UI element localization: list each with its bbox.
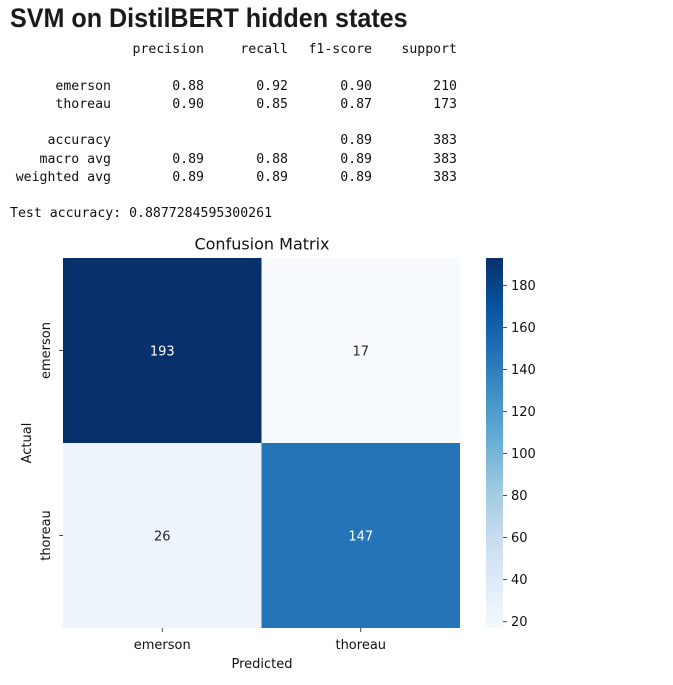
- report-cell-precision: 0.90: [172, 96, 204, 112]
- y-tick-label: thoreau: [39, 510, 54, 561]
- page-title: SVM on DistilBERT hidden states: [10, 3, 408, 33]
- report-cell-precision: 0.88: [172, 78, 204, 94]
- heatmap-cell: [261, 443, 460, 628]
- report-header-cell: recall: [240, 42, 288, 57]
- report-cell-f1-score: 0.89: [340, 170, 372, 186]
- x-tick-label: thoreau: [335, 638, 386, 653]
- report-header-cell: support: [401, 42, 457, 57]
- test-accuracy-text: Test accuracy: 0.8877284595300261: [10, 206, 273, 221]
- cell-value-label: 193: [150, 345, 175, 360]
- report-row-label: emerson: [55, 78, 111, 94]
- y-tick-label: emerson: [39, 322, 54, 379]
- colorbar-tick-label: 140: [511, 363, 536, 378]
- chart-title: Confusion Matrix: [194, 235, 329, 254]
- colorbar: [486, 258, 503, 628]
- report-cell-recall: 0.88: [256, 151, 288, 167]
- x-tick-label: emerson: [134, 638, 191, 653]
- colorbar-tick-label: 120: [511, 405, 536, 420]
- report-header-cell: f1-score: [308, 42, 372, 57]
- colorbar-tick-label: 60: [511, 531, 528, 546]
- x-axis-label: Predicted: [231, 657, 292, 672]
- report-cell-support: 383: [433, 151, 457, 167]
- report-row-label: weighted avg: [15, 170, 111, 186]
- heatmap-cell: [63, 443, 262, 628]
- colorbar-tick-label: 20: [511, 615, 528, 630]
- heatmap-cell: [261, 258, 460, 443]
- report-row-label: thoreau: [55, 96, 111, 112]
- report-cell-f1-score: 0.89: [340, 151, 372, 167]
- report-cell-support: 173: [433, 96, 457, 112]
- report-cell-precision: 0.89: [172, 151, 204, 167]
- cell-value-label: 26: [154, 530, 171, 545]
- report-cell-precision: 0.89: [172, 170, 204, 186]
- report-row-label: macro avg: [39, 151, 111, 167]
- report-cell-recall: 0.92: [256, 78, 288, 94]
- colorbar-tick-label: 160: [511, 321, 536, 336]
- cell-value-label: 147: [348, 530, 373, 545]
- report-header-cell: precision: [132, 42, 204, 57]
- report-cell-f1-score: 0.89: [340, 133, 372, 149]
- colorbar-tick-label: 100: [511, 447, 536, 462]
- heatmap-cell: [63, 258, 262, 443]
- colorbar-tick-label: 180: [511, 279, 536, 294]
- colorbar-tick-label: 80: [511, 489, 528, 504]
- report-cell-f1-score: 0.87: [340, 96, 372, 112]
- cell-value-label: 17: [352, 345, 369, 360]
- report-cell-support: 383: [433, 133, 457, 149]
- report-cell-support: 210: [433, 78, 457, 94]
- colorbar-tick-label: 40: [511, 573, 528, 588]
- y-axis-label: Actual: [20, 423, 35, 464]
- report-cell-recall: 0.89: [256, 170, 288, 186]
- report-row-label: accuracy: [47, 133, 111, 149]
- report-cell-f1-score: 0.90: [340, 78, 372, 94]
- report-cell-recall: 0.85: [256, 96, 288, 112]
- report-cell-support: 383: [433, 170, 457, 186]
